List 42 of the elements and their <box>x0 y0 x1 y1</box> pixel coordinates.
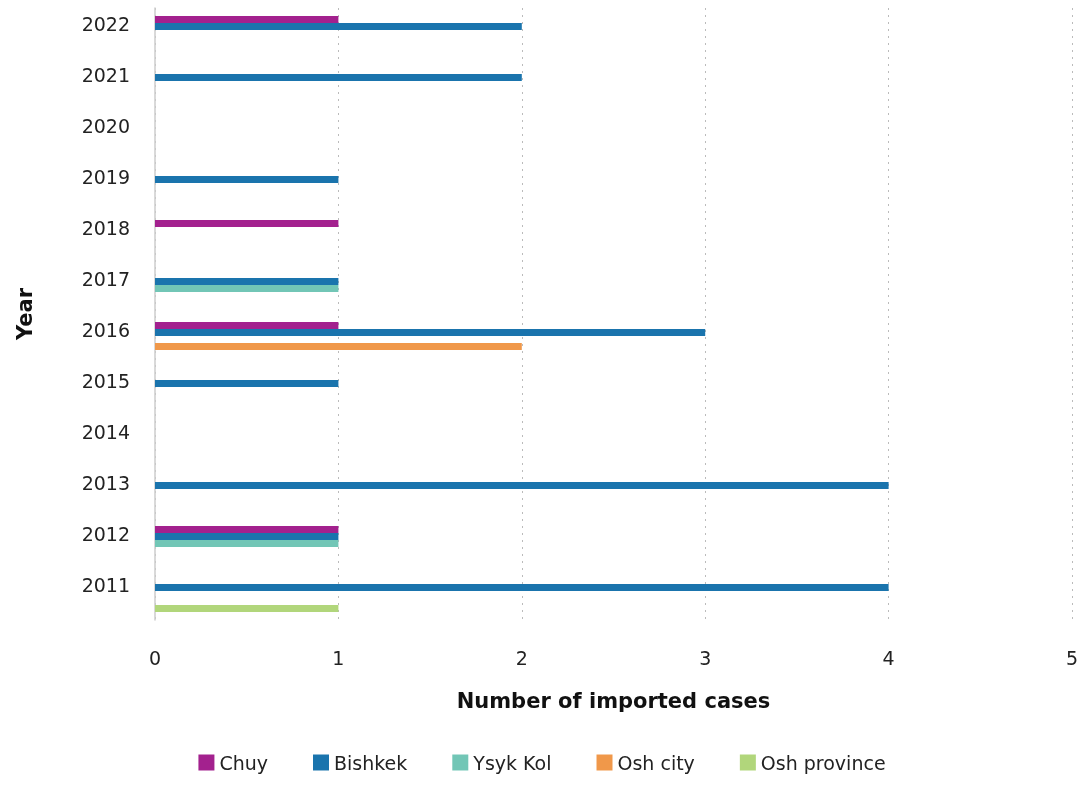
y-tick-label: 2016 <box>81 319 130 341</box>
legend-label: Ysyk Kol <box>472 751 552 774</box>
y-tick-label: 2021 <box>81 64 130 86</box>
bar <box>155 343 522 350</box>
y-tick-label: 2019 <box>81 166 130 188</box>
y-tick-label: 2015 <box>81 370 130 392</box>
bar <box>155 285 339 292</box>
x-tick-label: 5 <box>1065 646 1079 669</box>
legend-label: Chuy <box>219 751 269 774</box>
bar <box>155 23 522 30</box>
bar <box>155 584 889 591</box>
y-tick-label: 2020 <box>81 115 130 137</box>
x-tick-label: 3 <box>699 646 712 669</box>
bar <box>155 380 339 387</box>
y-axis-title: Year <box>12 287 37 342</box>
y-tick-label: 2011 <box>81 574 130 596</box>
bar <box>155 278 339 285</box>
bar <box>155 540 339 547</box>
x-axis-title: Number of imported cases <box>456 688 771 713</box>
bar <box>155 329 706 336</box>
bar <box>155 605 339 612</box>
bar <box>155 220 339 227</box>
bar <box>155 74 522 81</box>
legend-label: Osh province <box>760 751 886 774</box>
bar <box>155 482 889 489</box>
legend-label: Osh city <box>617 751 695 774</box>
y-tick-label: 2014 <box>81 421 130 443</box>
bar <box>155 16 339 23</box>
bar <box>155 526 339 533</box>
y-tick-label: 2013 <box>81 472 130 494</box>
bar <box>155 533 339 540</box>
x-tick-label: 1 <box>332 646 345 669</box>
x-tick-label: 4 <box>882 646 895 669</box>
y-tick-label: 2017 <box>81 268 130 290</box>
x-tick-label: 0 <box>148 646 162 669</box>
y-tick-label: 2018 <box>81 217 130 239</box>
y-tick-label: 2022 <box>81 13 130 35</box>
legend-label: Bishkek <box>334 751 408 774</box>
x-tick-label: 2 <box>515 646 528 669</box>
y-tick-label: 2012 <box>81 523 130 545</box>
bar <box>155 176 339 183</box>
bar <box>155 322 339 329</box>
